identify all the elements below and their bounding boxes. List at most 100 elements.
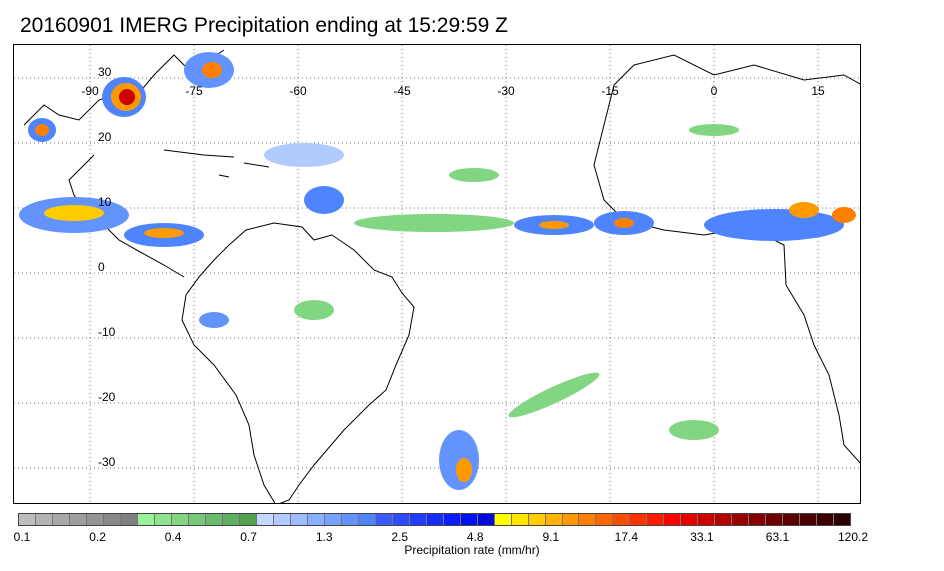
colorbar-swatch <box>35 514 53 525</box>
colorbar-swatch <box>52 514 70 525</box>
colorbar-swatch <box>545 514 563 525</box>
colorbar-swatch <box>86 514 104 525</box>
colorbar-swatch <box>426 514 444 525</box>
colorbar-tick-label: 1.3 <box>315 530 333 544</box>
precip-cell <box>539 221 569 229</box>
south-america-coast <box>181 222 415 503</box>
colorbar-swatch <box>749 514 767 525</box>
longitude-label: -75 <box>185 84 203 98</box>
colorbar-tick-label: 2.5 <box>391 530 409 544</box>
colorbar-swatch <box>732 514 750 525</box>
colorbar-label: Precipitation rate (mm/hr) <box>404 543 540 557</box>
latitude-label: 20 <box>98 130 112 144</box>
precip-cell <box>832 207 856 223</box>
precip-cell <box>689 124 739 136</box>
precip-cell <box>199 312 229 328</box>
latitude-label: -30 <box>98 455 116 469</box>
latitude-label: -20 <box>98 390 116 404</box>
colorbar-tick-label: 0.4 <box>164 530 182 544</box>
precip-cell <box>264 143 344 167</box>
latitude-label: 0 <box>98 260 105 274</box>
colorbar-swatch <box>205 514 223 525</box>
longitude-labels: -90 -75 -60 -45 -30 -15 0 15 <box>81 84 825 98</box>
colorbar-swatch <box>358 514 376 525</box>
colorbar-swatch <box>681 514 699 525</box>
precip-cell <box>354 214 514 232</box>
colorbar-swatch <box>630 514 648 525</box>
colorbar-swatch <box>256 514 274 525</box>
precip-cell <box>439 430 479 490</box>
colorbar-swatch <box>511 514 529 525</box>
precip-cell <box>144 228 184 238</box>
latitude-label: -10 <box>98 325 116 339</box>
colorbar-tick-label: 0.1 <box>13 530 31 544</box>
colorbar-tick-label: 0.7 <box>240 530 257 544</box>
colorbar-swatch <box>239 514 257 525</box>
colorbar-swatch <box>222 514 240 525</box>
colorbar-swatch <box>715 514 733 525</box>
colorbar-swatch <box>596 514 614 525</box>
precip-cell <box>294 300 334 320</box>
colorbar-swatch <box>579 514 597 525</box>
colorbar <box>18 513 851 526</box>
colorbar-swatch <box>392 514 410 525</box>
longitude-label: -90 <box>81 84 99 98</box>
colorbar-swatch <box>154 514 172 525</box>
longitude-label: -15 <box>601 84 619 98</box>
colorbar-tick-label: 9.1 <box>542 530 560 544</box>
precip-cell <box>789 202 819 218</box>
colorbar-swatch <box>341 514 359 525</box>
colorbar-swatch <box>613 514 631 525</box>
precipitation-map: -90 -75 -60 -45 -30 -15 0 15 30 20 10 0 -10 -20 -30 <box>13 44 861 504</box>
precip-cell <box>35 124 49 136</box>
colorbar-swatch <box>783 514 801 525</box>
colorbar-swatch <box>562 514 580 525</box>
colorbar-swatch <box>766 514 784 525</box>
colorbar-tick-label: 17.4 <box>614 530 639 544</box>
precip-cell <box>119 89 135 105</box>
longitude-label: -60 <box>289 84 307 98</box>
precip-cell <box>202 62 222 78</box>
precip-cell <box>704 209 844 241</box>
map-title: 20160901 IMERG Precipitation ending at 1… <box>20 14 508 37</box>
colorbar-swatch <box>800 514 818 525</box>
longitude-label: -45 <box>393 84 411 98</box>
colorbar-swatch <box>375 514 393 525</box>
colorbar-swatch <box>188 514 206 525</box>
colorbar-swatch <box>834 514 851 525</box>
colorbar-swatch <box>69 514 87 525</box>
precipitation-field <box>19 52 856 490</box>
colorbar-swatch <box>103 514 121 525</box>
precip-cell <box>614 218 634 228</box>
map-canvas: -90 -75 -60 -45 -30 -15 0 15 30 20 10 0 -10 -20 -30 <box>14 45 860 503</box>
longitude-label: 15 <box>811 84 825 98</box>
colorbar-swatch <box>120 514 138 525</box>
colorbar-swatch <box>171 514 189 525</box>
latitude-label: 30 <box>98 65 112 79</box>
precip-cell <box>449 168 499 182</box>
graticule <box>14 45 860 503</box>
colorbar-swatch <box>324 514 342 525</box>
colorbar-swatch <box>19 514 36 525</box>
colorbar-swatch <box>494 514 512 525</box>
colorbar-swatch <box>273 514 291 525</box>
precip-cell <box>508 372 600 418</box>
colorbar-swatch <box>307 514 325 525</box>
coastlines <box>23 49 860 503</box>
latitude-labels: 30 20 10 0 -10 -20 -30 <box>98 65 116 469</box>
colorbar-tick-label: 4.8 <box>466 530 484 544</box>
latitude-label: 10 <box>98 195 112 209</box>
colorbar-swatch <box>460 514 478 525</box>
colorbar-swatch <box>647 514 665 525</box>
longitude-label: 0 <box>711 84 718 98</box>
colorbar-swatch <box>137 514 155 525</box>
colorbar-swatch <box>817 514 835 525</box>
colorbar-swatch <box>528 514 546 525</box>
colorbar-swatch <box>664 514 682 525</box>
colorbar-swatch <box>290 514 308 525</box>
colorbar-tick-label: 0.2 <box>89 530 106 544</box>
longitude-label: -30 <box>497 84 515 98</box>
precip-cell <box>669 420 719 440</box>
colorbar-tick-label: 120.2 <box>837 530 869 544</box>
colorbar-swatch <box>477 514 495 525</box>
